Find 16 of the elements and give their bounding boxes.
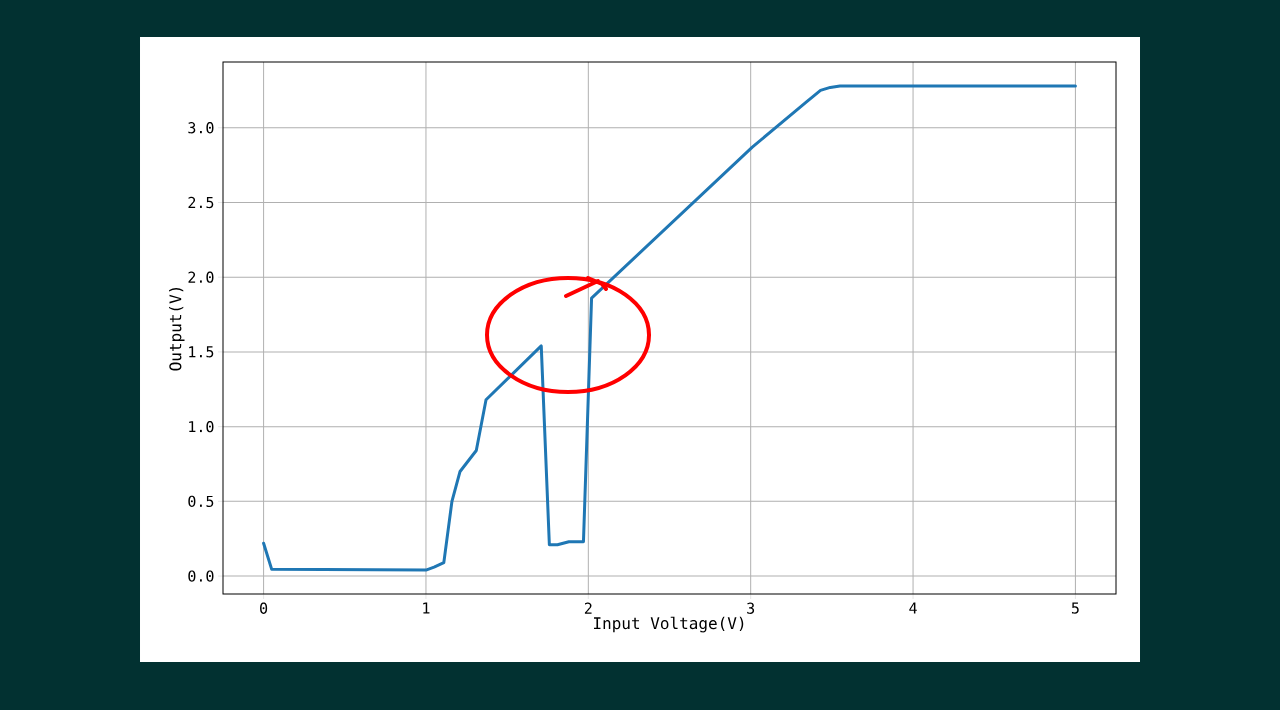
y-tick-label: 0.0 [188, 570, 214, 582]
x-tick-label: 0 [260, 602, 268, 614]
x-tick-label: 5 [1071, 602, 1079, 614]
x-tick-label: 1 [423, 602, 430, 614]
y-tick-label: 0.5 [188, 495, 214, 508]
x-tick-label: 4 [909, 602, 917, 614]
y-tick-label: 1.5 [189, 346, 214, 358]
y-axis-title: Output(V) [169, 287, 185, 371]
line-series [262, 84, 1077, 572]
y-tick-label: 2.5 [188, 196, 214, 209]
x-tick-label: 3 [747, 602, 755, 614]
y-tick-label: 2.0 [188, 271, 214, 283]
y-tick-label: 1.0 [189, 420, 214, 433]
x-axis-title: Input Voltage(V) [594, 616, 744, 633]
x-tick-label: 2 [584, 602, 592, 614]
y-tick-label: 3.0 [188, 122, 214, 134]
